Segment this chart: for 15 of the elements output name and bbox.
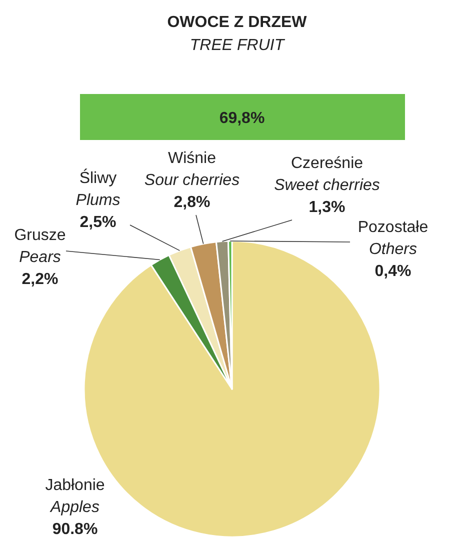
slice-label: Czereśnie Sweet cherries — [274, 155, 380, 194]
chart-title: OWOCE Z DRZEW — [167, 14, 308, 31]
slice-label: Jabłonie Apples — [45, 477, 105, 516]
data-label: 2,8% — [174, 194, 210, 211]
data-label: 2,5% — [80, 214, 116, 231]
text: 69,8% — [219, 110, 265, 127]
slice-label: Pozostałe Others — [358, 219, 428, 258]
chart-subtitle: TREE FRUIT — [190, 37, 286, 54]
data-label: 90.8% — [52, 521, 98, 538]
slice-label: Wiśnie Sour cherries — [144, 150, 240, 189]
slice-label: Śliwy Plums — [76, 168, 120, 209]
data-label: 2,2% — [22, 271, 58, 288]
data-label: 0,4% — [374, 263, 412, 280]
data-label: 1,3% — [308, 199, 346, 216]
slice-label: Grusze Pears — [14, 227, 66, 266]
